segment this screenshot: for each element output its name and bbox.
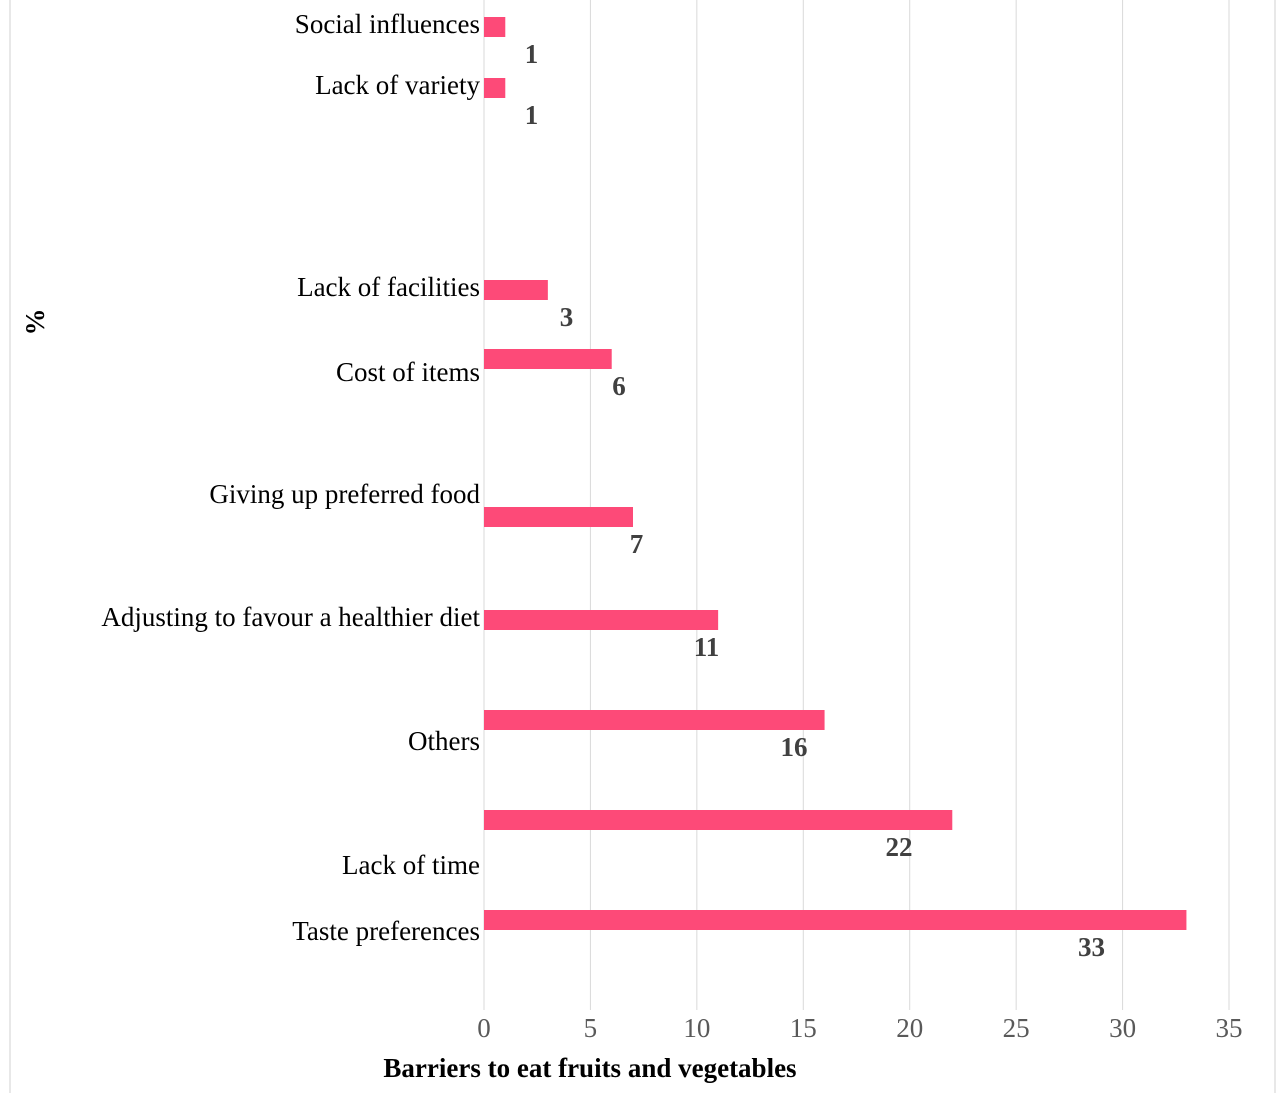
bar <box>484 78 506 98</box>
data-label: 11 <box>694 632 720 662</box>
x-tick-label: 0 <box>477 1013 491 1043</box>
bar <box>484 610 719 630</box>
y-tick-label: Cost of items <box>336 357 480 387</box>
data-label: 16 <box>781 732 808 762</box>
y-tick-label: Giving up preferred food <box>209 479 480 509</box>
data-label: 7 <box>630 529 644 559</box>
y-tick-label: Others <box>408 726 480 756</box>
data-label: 22 <box>886 832 913 862</box>
data-label: 6 <box>612 371 626 401</box>
y-axis-title: % <box>20 309 50 336</box>
x-tick-label: 25 <box>1003 1013 1030 1043</box>
y-tick-label: Lack of facilities <box>297 272 480 302</box>
bar <box>484 507 633 527</box>
x-axis-title: Barriers to eat fruits and vegetables <box>383 1053 796 1083</box>
x-tick-label: 30 <box>1109 1013 1136 1043</box>
y-tick-label: Lack of time <box>342 850 480 880</box>
x-tick-label: 35 <box>1216 1013 1243 1043</box>
bar <box>484 710 825 730</box>
y-tick-label: Taste preferences <box>292 916 480 946</box>
x-tick-label: 5 <box>584 1013 598 1043</box>
x-tick-label: 15 <box>790 1013 817 1043</box>
data-label: 1 <box>525 39 539 69</box>
bar <box>484 910 1187 930</box>
data-label: 3 <box>560 302 574 332</box>
y-tick-label: Lack of variety <box>315 70 480 100</box>
y-tick-label: Social influences <box>295 9 480 39</box>
bar <box>484 280 548 300</box>
bar <box>484 17 506 37</box>
bar <box>484 349 612 369</box>
x-tick-label: 10 <box>683 1013 710 1043</box>
x-tick-label: 20 <box>896 1013 923 1043</box>
data-label: 33 <box>1078 932 1105 962</box>
bar <box>484 810 953 830</box>
y-tick-label: Adjusting to favour a healthier diet <box>101 602 480 632</box>
data-label: 1 <box>525 100 539 130</box>
